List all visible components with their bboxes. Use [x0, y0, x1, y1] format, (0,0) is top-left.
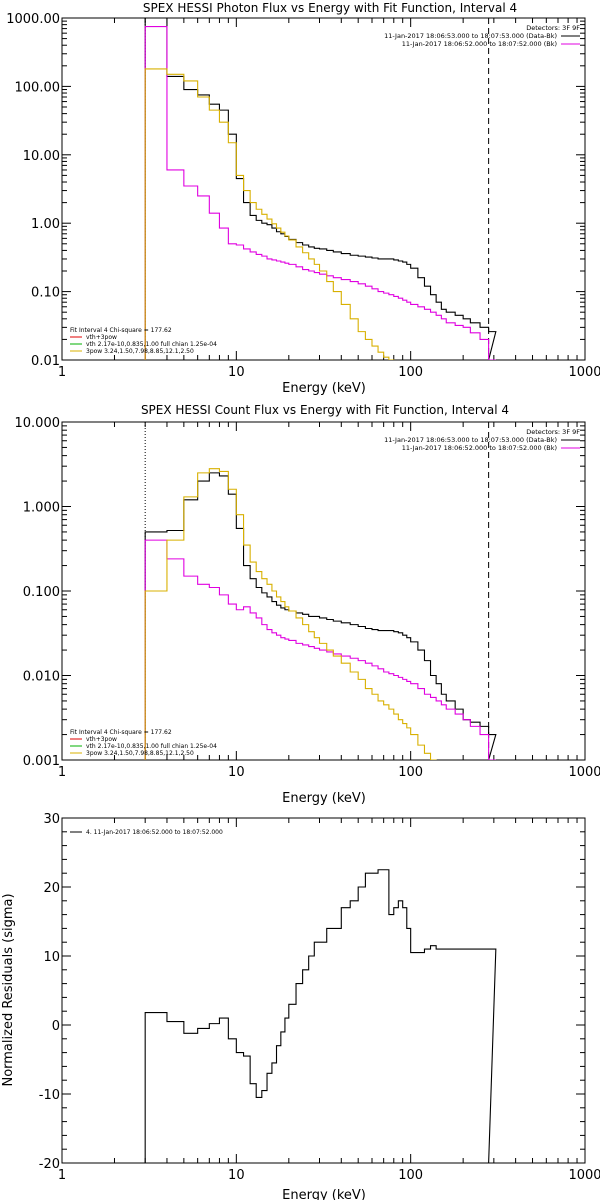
x-tick-label: 1	[58, 365, 66, 380]
series-line-2	[144, 468, 437, 760]
x-tick-label: 100	[398, 1168, 423, 1183]
x-tick-label: 100	[398, 365, 423, 380]
y-tick-label: 10	[43, 950, 60, 965]
count-flux-fit-annotation: Fit Interval 4 Chi-square = 177.62 vth+3…	[70, 729, 217, 757]
legend-detectors: Detectors: 3F 9F	[526, 428, 580, 436]
residuals-series	[144, 869, 497, 1163]
y-tick-label: 0.01	[31, 354, 60, 369]
x-tick-label: 1000	[568, 765, 600, 780]
y-tick-label: 10.000	[15, 416, 61, 431]
residuals-legend: 4. 11-Jan-2017 18:06:52.000 to 18:07:52.…	[70, 829, 223, 836]
fit-vth: vth 2.17e-10,0.835,1.00 full chian 1.25e…	[86, 743, 217, 750]
series-line-1	[144, 26, 496, 360]
y-tick-label: 1.000	[23, 501, 60, 516]
count-flux-plot-frame	[61, 421, 586, 761]
series-line-0	[144, 472, 497, 760]
y-tick-label: 0.10	[31, 286, 60, 301]
count-flux-ticks: 1 10 100 1000 0.001 0.010 0.100 1.000 10.000	[15, 416, 600, 780]
y-tick-label: 0.010	[23, 670, 60, 685]
legend-data-bk: 11-Jan-2017 18:06:53.000 to 18:07:53.000…	[384, 436, 557, 444]
photon-flux-plot-frame	[61, 17, 586, 361]
y-tick-label: 1000.00	[6, 12, 60, 27]
fit-model: vth+3pow	[86, 736, 117, 743]
count-flux-xlabel: Energy (keV)	[282, 791, 366, 806]
series-line-0	[144, 869, 497, 1163]
y-tick-label: -10	[39, 1088, 60, 1103]
x-tick-label: 1	[58, 765, 66, 780]
x-tick-label: 10	[228, 365, 245, 380]
x-tick-label: 1	[58, 1168, 66, 1183]
y-tick-label: 10.00	[23, 149, 60, 164]
y-tick-label: 0	[52, 1019, 60, 1034]
fit-3pow: 3pow 3.24,1.50,7.98,8.85,12.1,2.50	[86, 750, 194, 757]
x-tick-label: 100	[398, 765, 423, 780]
count-flux-legend: Detectors: 3F 9F 11-Jan-2017 18:06:53.00…	[384, 428, 580, 452]
x-tick-label: 1000	[568, 1168, 600, 1183]
photon-flux-legend: Detectors: 3F 9F 11-Jan-2017 18:06:53.00…	[384, 24, 580, 48]
fit-chi-square: Fit Interval 4 Chi-square = 177.62	[70, 729, 172, 736]
fit-3pow: 3pow 3.24,1.50,7.98,8.85,12.1,2.50	[86, 348, 194, 355]
fit-model: vth+3pow	[86, 334, 117, 341]
count-flux-title: SPEX HESSI Count Flux vs Energy with Fit…	[141, 403, 509, 417]
y-tick-label: 30	[43, 812, 60, 827]
legend-data-bk: 11-Jan-2017 18:06:53.000 to 18:07:53.000…	[384, 32, 557, 40]
x-tick-label: 1000	[568, 365, 600, 380]
y-tick-label: 0.001	[23, 754, 60, 769]
series-line-1	[144, 539, 496, 760]
legend-bk: 11-Jan-2017 18:06:52.000 to 18:07:52.000…	[402, 444, 557, 452]
photon-flux-title: SPEX HESSI Photon Flux vs Energy with Fi…	[143, 1, 517, 15]
photon-flux-panel: SPEX HESSI Photon Flux vs Energy with Fi…	[6, 1, 600, 396]
y-tick-label: 20	[43, 881, 60, 896]
residuals-legend-label: 4. 11-Jan-2017 18:06:52.000 to 18:07:52.…	[86, 829, 223, 836]
x-tick-label: 10	[228, 1168, 245, 1183]
photon-flux-ticks: 1 10 100 1000 0.01 0.10 1.00 10.00 100.00 1000.00	[6, 12, 600, 380]
y-tick-label: -20	[39, 1157, 60, 1172]
count-flux-series	[144, 468, 497, 760]
count-flux-vlines	[144, 422, 490, 760]
photon-flux-fit-annotation: Fit Interval 4 Chi-square = 177.62 vth+3…	[70, 327, 217, 355]
legend-detectors: Detectors: 3F 9F	[526, 24, 580, 32]
fit-vth: vth 2.17e-10,0.835,1.00 full chian 1.25e…	[86, 341, 217, 348]
count-flux-panel: SPEX HESSI Count Flux vs Energy with Fit…	[15, 403, 600, 806]
fit-chi-square: Fit Interval 4 Chi-square = 177.62	[70, 327, 172, 334]
legend-bk: 11-Jan-2017 18:06:52.000 to 18:07:52.000…	[402, 40, 557, 48]
y-tick-label: 1.00	[31, 217, 60, 232]
series-line-2	[144, 68, 442, 360]
photon-flux-series	[144, 18, 497, 360]
photon-flux-xlabel: Energy (keV)	[282, 381, 366, 396]
y-tick-label: 0.100	[23, 585, 60, 600]
residuals-ylabel: Normalized Residuals (sigma)	[1, 893, 16, 1086]
residuals-ticks: 1 10 100 1000 -20 -10 0 10 20 30	[39, 812, 600, 1183]
residuals-plot-frame	[61, 817, 586, 1164]
photon-flux-vlines	[144, 18, 490, 360]
residuals-panel: 1 10 100 1000 -20 -10 0 10 20 30 4. 11-Jan-2017 1…	[1, 812, 600, 1200]
y-tick-label: 100.00	[15, 80, 61, 95]
residuals-xlabel: Energy (keV)	[282, 1188, 366, 1200]
x-tick-label: 10	[228, 765, 245, 780]
